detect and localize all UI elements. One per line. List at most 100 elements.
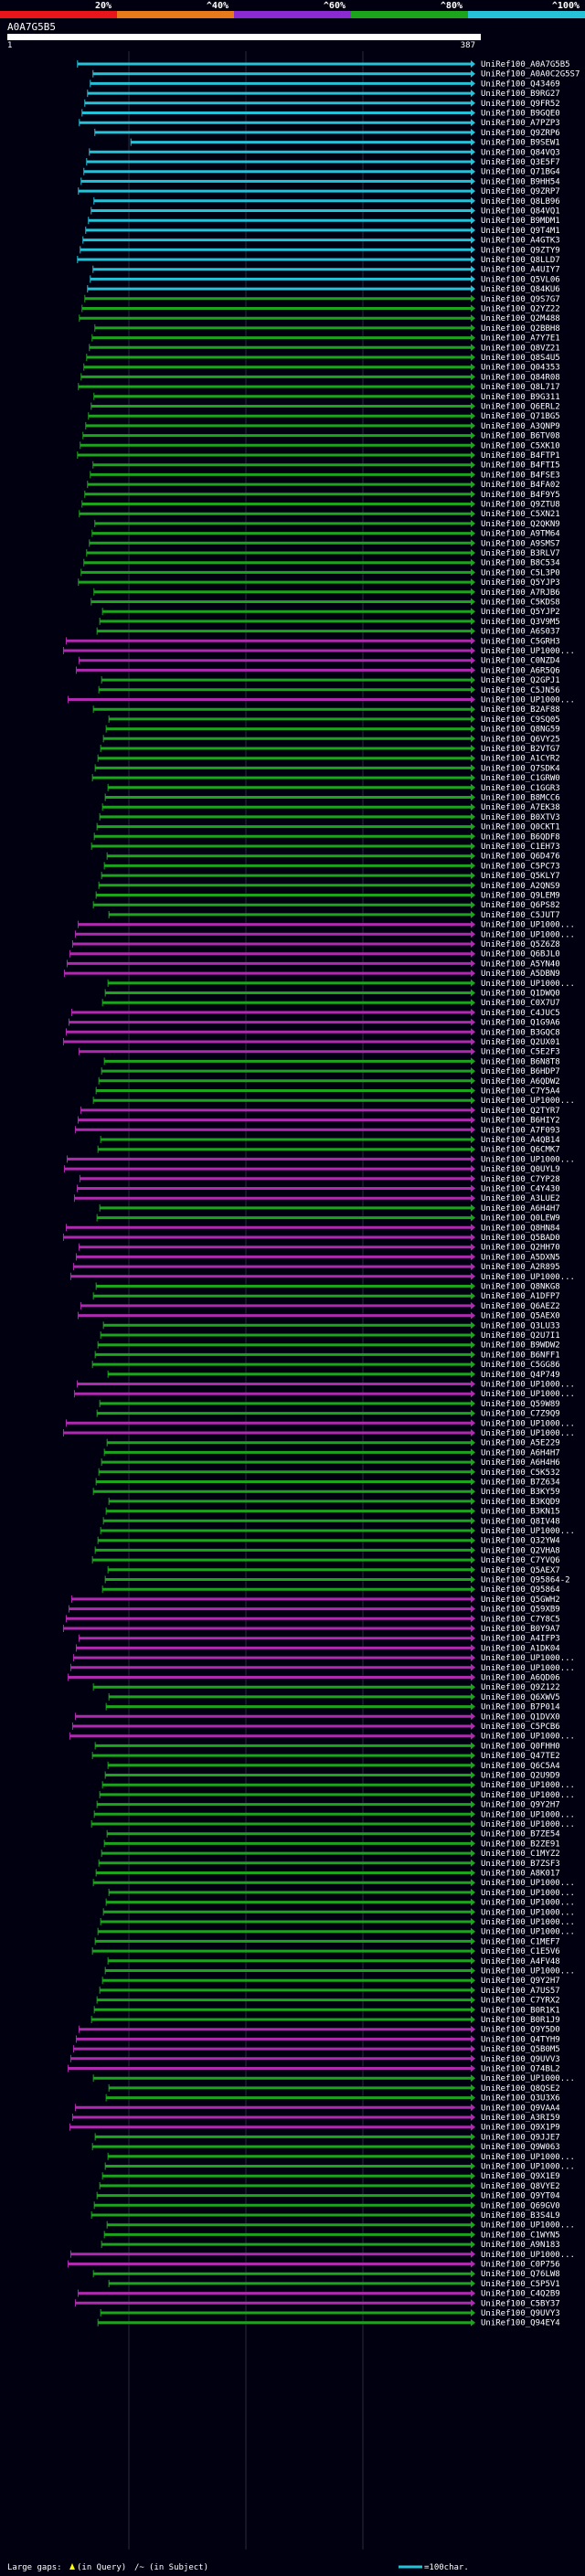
- hit-id-label[interactable]: UniRef100_UP1000...: [481, 1381, 575, 1390]
- hit-id-label[interactable]: UniRef100_C5JUT7: [481, 911, 560, 920]
- hit-id-label[interactable]: UniRef100_Q95864: [481, 1585, 560, 1595]
- hit-row[interactable]: UniRef100_Q8IV48: [102, 1517, 560, 1526]
- hit-row[interactable]: UniRef100_A3QNP9: [85, 421, 560, 431]
- hit-id-label[interactable]: UniRef100_Q6XWV5: [481, 1693, 560, 1702]
- hit-id-label[interactable]: UniRef100_C1GRW0: [481, 774, 560, 783]
- hit-row[interactable]: UniRef100_Q9Z122: [92, 1683, 560, 1692]
- hit-row[interactable]: UniRef100_B9WDW2: [97, 1341, 560, 1351]
- hit-row[interactable]: UniRef100_Q9FR52: [84, 99, 560, 109]
- hit-id-label[interactable]: UniRef100_Q5KLY7: [481, 872, 560, 881]
- hit-id-label[interactable]: UniRef100_C7Y8C5: [481, 1615, 560, 1624]
- hit-row[interactable]: UniRef100_UP1000...: [93, 1810, 575, 1819]
- hit-row[interactable]: UniRef100_Q9Y2H7: [96, 1800, 560, 1810]
- hit-row[interactable]: UniRef100_Q71BG5: [88, 412, 560, 421]
- hit-row[interactable]: UniRef100_B4F9Y5: [84, 490, 560, 500]
- hit-row[interactable]: UniRef100_A3LUE2: [73, 1194, 560, 1203]
- hit-id-label[interactable]: UniRef100_A6QD06: [481, 1674, 560, 1683]
- hit-id-label[interactable]: UniRef100_UP1000...: [481, 1879, 575, 1888]
- hit-id-label[interactable]: UniRef100_UP1000...: [481, 1654, 575, 1663]
- hit-row[interactable]: UniRef100_Q84VQ3: [89, 148, 560, 157]
- hit-id-label[interactable]: UniRef100_Q9S7G7: [481, 295, 560, 304]
- hit-row[interactable]: UniRef100_Q5YJP3: [78, 578, 560, 588]
- hit-row[interactable]: UniRef100_UP1000...: [92, 2074, 575, 2083]
- hit-row[interactable]: UniRef100_UP1000...: [90, 1820, 575, 1829]
- hit-row[interactable]: UniRef100_B6TV08: [82, 431, 560, 441]
- hit-id-label[interactable]: UniRef100_Q9UVV3: [481, 2055, 560, 2064]
- hit-row[interactable]: UniRef100_A1DFP7: [92, 1292, 560, 1301]
- hit-row[interactable]: UniRef100_A4FV48: [107, 1956, 560, 1966]
- hit-id-label[interactable]: UniRef100_C5PCB6: [481, 1723, 560, 1732]
- hit-row[interactable]: UniRef100_Q9YT04: [96, 2191, 560, 2201]
- hit-row[interactable]: UniRef100_Q95864-2: [104, 1575, 570, 1585]
- hit-row[interactable]: UniRef100_Q2M488: [79, 314, 560, 323]
- hit-row[interactable]: UniRef100_Q84R08: [80, 373, 560, 382]
- hit-id-label[interactable]: UniRef100_Q84VQ1: [481, 207, 560, 217]
- hit-id-label[interactable]: UniRef100_Q5AEX0: [481, 1312, 560, 1321]
- hit-row[interactable]: UniRef100_Q6PS82: [92, 901, 560, 910]
- hit-row[interactable]: UniRef100_C0NZD4: [78, 656, 560, 666]
- hit-row[interactable]: UniRef100_UP1000...: [100, 1918, 575, 1927]
- hit-id-label[interactable]: UniRef100_B7P014: [481, 1703, 560, 1712]
- hit-id-label[interactable]: UniRef100_B9HH54: [481, 177, 560, 186]
- hit-row[interactable]: UniRef100_A5E229: [106, 1438, 560, 1448]
- hit-id-label[interactable]: UniRef100_Q6ERL2: [481, 403, 560, 412]
- hit-row[interactable]: UniRef100_Q9UVY3: [100, 2309, 560, 2318]
- hit-row[interactable]: UniRef100_Q6AEZ2: [80, 1301, 560, 1311]
- hit-row[interactable]: UniRef100_B4FTI5: [92, 461, 560, 471]
- hit-row[interactable]: UniRef100_C1E5V6: [91, 1947, 560, 1956]
- hit-id-label[interactable]: UniRef100_Q1G9A6: [481, 1019, 560, 1028]
- hit-row[interactable]: UniRef100_C5KDS8: [90, 598, 560, 608]
- hit-id-label[interactable]: UniRef100_B4FA02: [481, 481, 560, 490]
- hit-id-label[interactable]: UniRef100_UP1000...: [481, 1791, 575, 1800]
- hit-id-label[interactable]: UniRef100_C5L3P0: [481, 568, 560, 578]
- hit-id-label[interactable]: UniRef100_B2ZE91: [481, 1839, 560, 1849]
- hit-row[interactable]: UniRef100_UP1000...: [67, 695, 575, 705]
- hit-id-label[interactable]: UniRef100_B6HDP7: [481, 1067, 560, 1076]
- hit-id-label[interactable]: UniRef100_Q9X1E9: [481, 2172, 560, 2181]
- hit-id-label[interactable]: UniRef100_B0XTV3: [481, 813, 560, 822]
- hit-row[interactable]: UniRef100_B9RG27: [87, 90, 560, 99]
- hit-row[interactable]: UniRef100_C5JN56: [98, 685, 560, 695]
- hit-id-label[interactable]: UniRef100_UP1000...: [481, 696, 575, 705]
- hit-row[interactable]: UniRef100_B6NFF1: [94, 1351, 560, 1360]
- hit-row[interactable]: UniRef100_A4UIY7: [92, 265, 560, 275]
- hit-id-label[interactable]: UniRef100_C4Q2B9: [481, 2290, 560, 2299]
- hit-id-label[interactable]: UniRef100_Q0CKT1: [481, 823, 560, 832]
- hit-row[interactable]: UniRef100_Q47TE2: [91, 1752, 560, 1761]
- hit-id-label[interactable]: UniRef100_A0A0C2G5S7: [481, 70, 580, 80]
- hit-row[interactable]: UniRef100_Q6BJL0: [69, 949, 560, 959]
- hit-row[interactable]: UniRef100_Q9ZRP6: [94, 128, 560, 138]
- hit-id-label[interactable]: UniRef100_UP1000...: [481, 2251, 575, 2260]
- hit-row[interactable]: UniRef100_A7Y7E1: [91, 334, 560, 344]
- hit-id-label[interactable]: UniRef100_Q6BJL0: [481, 950, 560, 959]
- hit-id-label[interactable]: UniRef100_Q3U3X6: [481, 2094, 560, 2104]
- hit-row[interactable]: UniRef100_Q1G9A6: [68, 1018, 560, 1028]
- hit-id-label[interactable]: UniRef100_C5KDS8: [481, 599, 560, 608]
- hit-id-label[interactable]: UniRef100_A5YN40: [481, 959, 560, 969]
- hit-row[interactable]: UniRef100_Q69GV0: [93, 2201, 560, 2210]
- hit-row[interactable]: UniRef100_Q5AEX0: [77, 1311, 560, 1321]
- hit-id-label[interactable]: UniRef100_Q8QSE2: [481, 2084, 560, 2094]
- hit-row[interactable]: UniRef100_B3S4L9: [90, 2211, 560, 2221]
- hit-id-label[interactable]: UniRef100_C0NZD4: [481, 657, 560, 666]
- hit-row[interactable]: UniRef100_C5L3P0: [80, 568, 560, 578]
- hit-id-label[interactable]: UniRef100_Q71BG5: [481, 412, 560, 421]
- hit-row[interactable]: UniRef100_Q3E5F7: [86, 158, 560, 167]
- hit-row[interactable]: UniRef100_A6S037: [96, 627, 560, 637]
- hit-row[interactable]: UniRef100_C5BY37: [74, 2299, 560, 2308]
- hit-row[interactable]: UniRef100_UP1000...: [106, 2221, 575, 2231]
- hit-row[interactable]: UniRef100_A4QB14: [100, 1136, 560, 1145]
- hit-row[interactable]: UniRef100_Q9S7G7: [84, 294, 560, 304]
- hit-row[interactable]: UniRef100_B0R1K1: [93, 2006, 560, 2015]
- hit-id-label[interactable]: UniRef100_Q9Y5D0: [481, 2026, 560, 2035]
- hit-row[interactable]: UniRef100_B4FA02: [87, 481, 560, 490]
- hit-row[interactable]: UniRef100_Q74BL2: [67, 2064, 560, 2074]
- hit-row[interactable]: UniRef100_UP1000...: [107, 2152, 575, 2162]
- hit-row[interactable]: UniRef100_A6H4H6: [101, 1458, 560, 1468]
- hit-id-label[interactable]: UniRef100_C5GG86: [481, 1361, 560, 1370]
- hit-id-label[interactable]: UniRef100_Q5YJP2: [481, 608, 560, 617]
- hit-id-label[interactable]: UniRef100_A4QB14: [481, 1136, 560, 1145]
- hit-id-label[interactable]: UniRef100_A6H4H6: [481, 1458, 560, 1468]
- hit-id-label[interactable]: UniRef100_Q59XB9: [481, 1606, 560, 1615]
- hit-row[interactable]: UniRef100_A6H4H7: [99, 1203, 560, 1214]
